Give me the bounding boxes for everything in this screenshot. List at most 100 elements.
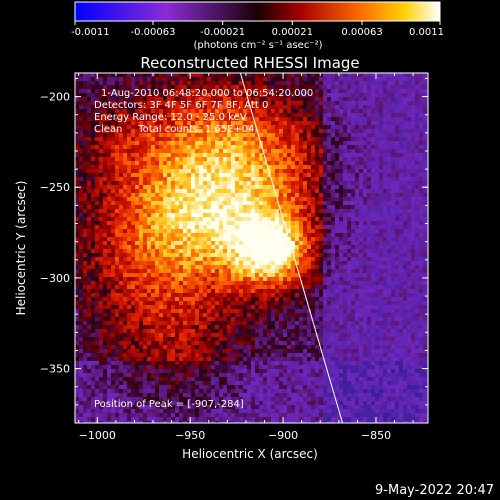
heatmap-cell xyxy=(151,321,155,325)
heatmap-cell xyxy=(227,369,231,373)
heatmap-cell xyxy=(271,253,275,257)
heatmap-cell xyxy=(119,129,123,133)
heatmap-cell xyxy=(215,181,219,185)
heatmap-cell xyxy=(219,345,223,349)
heatmap-cell xyxy=(255,209,259,213)
heatmap-cell xyxy=(151,277,155,281)
heatmap-cell xyxy=(215,101,219,105)
heatmap-cell xyxy=(215,85,219,89)
heatmap-cell xyxy=(147,309,151,313)
heatmap-cell xyxy=(135,393,139,397)
heatmap-cell xyxy=(91,201,95,205)
heatmap-cell xyxy=(275,253,279,257)
heatmap-cell xyxy=(171,93,175,97)
heatmap-cell xyxy=(167,257,171,261)
heatmap-cell xyxy=(227,373,231,377)
heatmap-cell xyxy=(223,93,227,97)
heatmap-cell xyxy=(259,173,263,177)
heatmap-cell xyxy=(183,409,187,413)
heatmap-cell xyxy=(283,325,287,329)
heatmap-cell xyxy=(131,161,135,165)
heatmap-cell xyxy=(167,169,171,173)
heatmap-cell xyxy=(247,313,251,317)
heatmap-cell xyxy=(219,77,223,81)
heatmap-cell xyxy=(243,177,247,181)
heatmap-cell xyxy=(231,149,235,153)
heatmap-cell xyxy=(227,421,231,423)
heatmap-cell xyxy=(123,133,127,137)
heatmap-cell xyxy=(143,309,147,313)
heatmap-cell xyxy=(87,169,91,173)
heatmap-cell xyxy=(239,249,243,253)
heatmap-cell xyxy=(207,397,211,401)
plot-area xyxy=(75,73,428,423)
heatmap-cell xyxy=(167,173,171,177)
heatmap-cell xyxy=(207,341,211,345)
heatmap-cell xyxy=(227,185,231,189)
heatmap-cell xyxy=(291,249,295,253)
heatmap-cell xyxy=(167,305,171,309)
heatmap-cell xyxy=(231,169,235,173)
heatmap-cell xyxy=(159,201,163,205)
heatmap-cell xyxy=(179,125,183,129)
heatmap-cell xyxy=(195,385,199,389)
heatmap-cell xyxy=(219,349,223,353)
heatmap-cell xyxy=(251,177,255,181)
heatmap-cell xyxy=(279,121,283,125)
heatmap-cell xyxy=(283,221,287,225)
heatmap-cell xyxy=(107,73,111,77)
heatmap-cell xyxy=(191,233,195,237)
heatmap-cell xyxy=(147,325,151,329)
heatmap-cell xyxy=(131,417,135,421)
heatmap-cell xyxy=(111,353,115,357)
heatmap-cell xyxy=(107,317,111,321)
heatmap-cell xyxy=(87,237,91,241)
heatmap-cell xyxy=(151,317,155,321)
heatmap-cell xyxy=(183,369,187,373)
heatmap-cell xyxy=(255,265,259,269)
heatmap-cell xyxy=(267,205,271,209)
heatmap-cell xyxy=(243,85,247,89)
heatmap-cell xyxy=(263,173,267,177)
heatmap-cell xyxy=(279,293,283,297)
heatmap-cell xyxy=(275,89,279,93)
heatmap-cell xyxy=(219,193,223,197)
heatmap-cell xyxy=(159,293,163,297)
heatmap-cell xyxy=(219,277,223,281)
heatmap-cell xyxy=(267,337,271,341)
heatmap-cell xyxy=(199,205,203,209)
heatmap-cell xyxy=(175,341,179,345)
heatmap-cell xyxy=(227,221,231,225)
heatmap-cell xyxy=(223,369,227,373)
heatmap-cell xyxy=(143,257,147,261)
heatmap-cell xyxy=(155,249,159,253)
heatmap-cell xyxy=(191,321,195,325)
heatmap-cell xyxy=(75,301,79,305)
heatmap-cell xyxy=(91,73,95,77)
heatmap-cell xyxy=(87,281,91,285)
heatmap-cell xyxy=(159,217,163,221)
heatmap-cell xyxy=(283,353,287,357)
heatmap-cell xyxy=(251,301,255,305)
heatmap-cell xyxy=(255,213,259,217)
heatmap-cell xyxy=(135,317,139,321)
heatmap-cell xyxy=(243,369,247,373)
heatmap-cell xyxy=(283,197,287,201)
heatmap-cell xyxy=(83,117,87,121)
heatmap-cell xyxy=(159,337,163,341)
heatmap-cell xyxy=(223,237,227,241)
heatmap-cell xyxy=(187,121,191,125)
heatmap-cell xyxy=(107,189,111,193)
heatmap-cell xyxy=(155,301,159,305)
heatmap-cell xyxy=(231,265,235,269)
heatmap-cell xyxy=(123,409,127,413)
heatmap-cell xyxy=(259,413,263,417)
heatmap-cell xyxy=(283,249,287,253)
heatmap-cell xyxy=(127,409,131,413)
heatmap-cell xyxy=(251,269,255,273)
heatmap-cell xyxy=(143,113,147,117)
heatmap-cell xyxy=(239,397,243,401)
heatmap-cell xyxy=(239,161,243,165)
heatmap-cell xyxy=(123,321,127,325)
heatmap-cell xyxy=(115,229,119,233)
